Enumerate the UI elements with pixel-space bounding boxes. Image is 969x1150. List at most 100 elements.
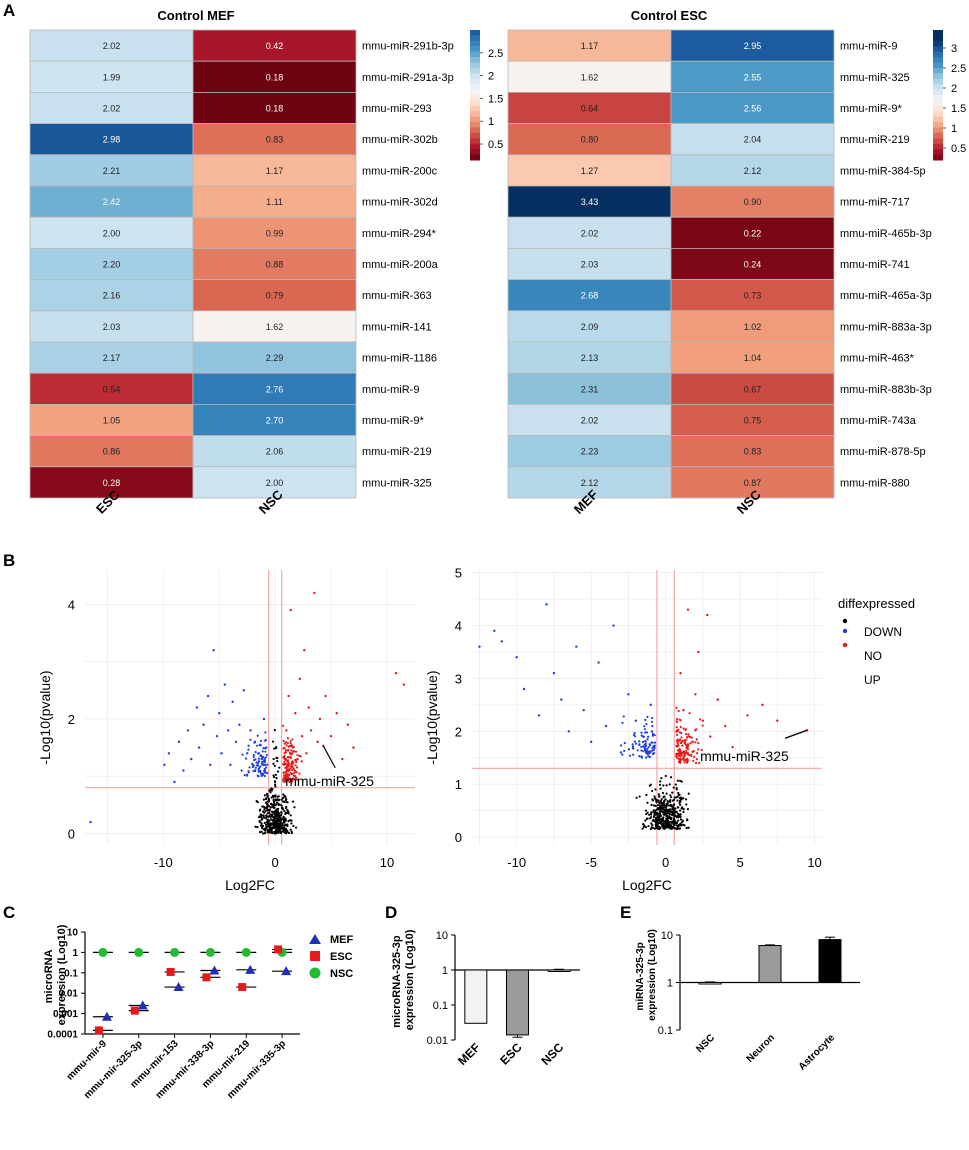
volcano-point-no <box>286 824 289 828</box>
heatmap-cell-value: 2.04 <box>744 135 762 145</box>
volcano-point-no <box>285 798 288 801</box>
volcano-point-no <box>650 811 653 814</box>
volcano-point-up <box>346 723 350 726</box>
volcano-point-down <box>537 714 541 717</box>
volcano-point-no <box>275 777 278 780</box>
volcano-point-up <box>286 774 289 777</box>
volcano-point-no <box>261 824 264 827</box>
volcano-point-up <box>284 748 287 752</box>
volcano-point-no <box>266 818 269 822</box>
legend-mef-marker <box>309 934 321 944</box>
volcano-point-up <box>298 677 301 681</box>
volcano-point-no <box>267 824 270 827</box>
heatmap-cell <box>507 92 672 125</box>
volcano-point-no <box>669 816 673 820</box>
volcano-point-down <box>649 703 652 707</box>
volcano-point-up <box>283 754 286 757</box>
volcano-point-up <box>291 738 294 741</box>
volcano-point-no <box>665 802 668 805</box>
volcano-point-no <box>274 746 278 750</box>
volcano-point-no <box>287 820 290 823</box>
volcano-point-down <box>642 735 645 738</box>
volcano-point-no <box>671 791 674 794</box>
volcano-point-down <box>249 729 252 732</box>
volcano-point-up <box>283 742 286 745</box>
volcano-point-no <box>674 810 677 813</box>
volcano-point-no <box>677 791 680 795</box>
volcano-point-no <box>675 828 678 831</box>
volcano-point-no <box>293 806 296 809</box>
volcano-point-no <box>272 774 275 777</box>
volcano-point-no <box>665 792 668 795</box>
volcano-point-down <box>263 768 266 771</box>
volcano-point-no <box>658 804 661 807</box>
heatmap-cell <box>192 123 357 156</box>
c-y-tick-label: 1 <box>72 948 78 959</box>
c-point-mef <box>173 982 184 992</box>
volcano-point-down <box>247 748 250 751</box>
volcano-point-up <box>289 742 292 745</box>
volcano-point-no <box>635 796 638 799</box>
volcano-point-no <box>641 827 644 830</box>
volcano-point-down <box>646 752 649 755</box>
volcano-point-up <box>679 725 682 729</box>
volcano-point-no <box>280 822 284 825</box>
volcano-point-no <box>658 827 661 830</box>
volcano-point-no <box>660 777 663 780</box>
volcano-point-no <box>279 814 283 817</box>
volcano-point-no <box>270 796 273 799</box>
volcano-point-down <box>264 756 267 759</box>
volcano-point-no <box>655 817 658 820</box>
volcano-point-no <box>658 825 661 828</box>
volcano-point-up <box>290 779 294 782</box>
legend-swatch <box>470 138 480 145</box>
c-point-esc <box>166 967 175 976</box>
volcano-point-up <box>291 768 294 772</box>
volcano-point-down <box>89 820 92 824</box>
heatmap-cell <box>507 466 672 499</box>
volcano-point-no <box>278 819 281 822</box>
heatmap-cell-value: 0.87 <box>744 478 762 488</box>
volcano-point-up <box>324 694 327 698</box>
volcano-point-no <box>646 817 649 820</box>
heatmap-cell <box>29 372 194 405</box>
y-tick-label: 0 <box>68 827 75 842</box>
volcano-point-no <box>669 776 673 779</box>
volcano-point-no <box>283 809 286 813</box>
c-ylabel-line2: expression (Log10) <box>56 924 68 1025</box>
volcano-point-down <box>252 753 255 757</box>
volcano-point-up <box>678 757 682 760</box>
volcano-point-up <box>679 671 682 675</box>
heatmap-cell <box>507 60 672 93</box>
legend-no-label: NO <box>864 649 882 663</box>
y-tick-label: 1 <box>455 777 462 792</box>
volcano-point-no <box>290 822 293 825</box>
volcano-point-no <box>677 816 680 819</box>
volcano-point-up <box>684 743 687 746</box>
volcano-point-down <box>254 758 257 761</box>
volcano-point-up <box>678 739 681 742</box>
volcano-point-no <box>287 831 291 835</box>
legend-swatch <box>470 73 480 80</box>
volcano-point-no <box>672 803 676 806</box>
heatmap-cell-value: 2.13 <box>581 353 599 363</box>
volcano-point-no <box>283 795 286 798</box>
volcano-point-up <box>286 741 289 745</box>
volcano-point-no <box>663 813 666 816</box>
volcano-point-no <box>652 799 655 802</box>
volcano-point-no <box>257 816 261 819</box>
volcano-point-no <box>658 806 662 809</box>
c-point-nsc <box>134 947 144 957</box>
volcano-point-no <box>669 808 672 811</box>
heatmap-cell-value: 0.28 <box>103 478 121 488</box>
x-axis-label: Log2FC <box>225 877 275 893</box>
volcano-point-down <box>632 753 635 756</box>
volcano-point-no <box>659 799 662 803</box>
heatmap-cell <box>192 60 357 93</box>
c-point-mef <box>101 1011 112 1021</box>
volcano-point-no <box>644 826 647 829</box>
heatmap-row-label: mmu-miR-141 <box>362 321 432 333</box>
x-tick-label: 10 <box>380 855 394 870</box>
heatmap-cell <box>29 403 194 436</box>
volcano-point-down <box>163 763 166 766</box>
